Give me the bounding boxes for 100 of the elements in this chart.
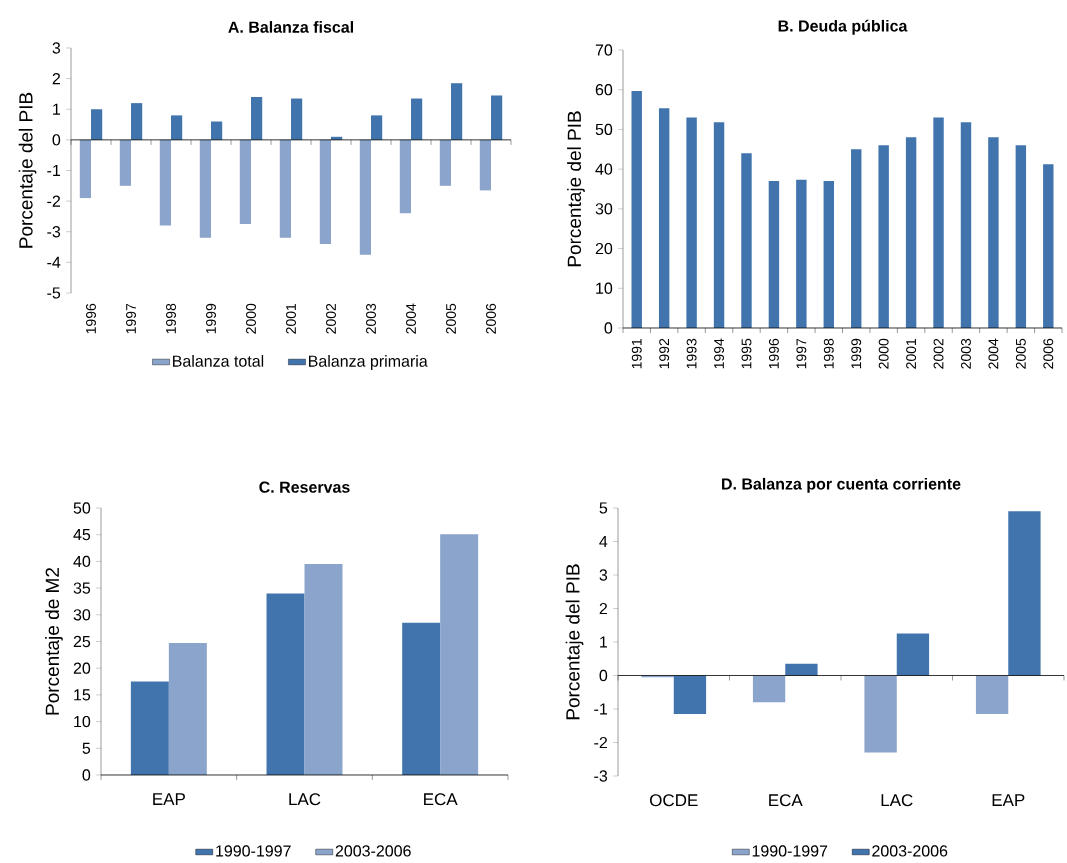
y-axis-title: Porcentaje del PIB	[565, 564, 584, 720]
bar	[905, 137, 917, 329]
bar	[168, 643, 207, 776]
y-tick-label: -3	[47, 226, 61, 238]
y-tick-label: 5	[599, 502, 608, 514]
bar	[975, 675, 1009, 715]
y-tick-label: 0	[604, 322, 613, 334]
x-tick-label: 1992	[659, 339, 670, 369]
bar	[658, 108, 670, 329]
bar	[319, 140, 332, 245]
y-tick-label: 50	[73, 502, 91, 514]
y-tick-label: 5	[82, 742, 91, 755]
bar	[91, 109, 103, 141]
bar	[1043, 164, 1054, 329]
y-tick-label: 0	[599, 669, 608, 682]
bar	[851, 149, 862, 329]
x-tick-label: LAC	[881, 794, 913, 807]
bar	[451, 83, 463, 141]
x-tick-label: 2000	[878, 338, 889, 369]
y-tick-label: 10	[74, 716, 91, 728]
x-tick-label: ECA	[424, 793, 458, 806]
bar	[171, 115, 183, 141]
y-tick-label: 20	[73, 662, 91, 674]
x-tick-label: EAP	[153, 793, 185, 806]
x-tick-label: 2004	[988, 338, 999, 369]
x-tick-label: 2006	[1043, 338, 1054, 369]
legend-label: 2003-2006	[872, 845, 948, 857]
x-tick-label: 2001	[286, 304, 296, 334]
bar	[796, 180, 807, 329]
x-tick-label: 1991	[631, 339, 642, 369]
bar	[686, 117, 697, 329]
chart-title: C. Reservas	[259, 481, 350, 493]
bar	[491, 95, 503, 141]
y-tick-label: 70	[595, 44, 613, 56]
bar	[896, 633, 930, 676]
y-tick-label: -1	[594, 703, 608, 715]
y-tick-label: 40	[595, 163, 613, 175]
x-tick-label: 1998	[823, 338, 834, 369]
bar	[304, 564, 343, 776]
x-tick-label: 1997	[126, 304, 136, 334]
bar	[713, 122, 725, 329]
x-tick-label: 1998	[166, 303, 176, 334]
x-tick-label: 2004	[406, 303, 416, 334]
bar	[823, 181, 834, 329]
bar	[119, 140, 132, 186]
bar	[768, 181, 780, 329]
y-tick-label: -2	[594, 737, 607, 749]
chart-title: D. Balanza por cuenta corriente	[722, 478, 961, 493]
x-tick-label: 1995	[741, 338, 752, 369]
bar	[752, 675, 786, 703]
chart-title: A. Balanza fiscal	[228, 21, 353, 33]
x-tick-label: 2005	[446, 303, 456, 334]
y-tick-label: -2	[47, 195, 60, 207]
x-tick-label: 2002	[933, 339, 944, 369]
x-tick-label: 2000	[246, 303, 256, 334]
x-tick-label: 2002	[326, 304, 336, 334]
bar	[439, 140, 452, 186]
y-axis-title: Porcentaje de M2	[45, 568, 63, 715]
bar	[79, 140, 92, 199]
y-tick-label: 3	[599, 569, 608, 581]
y-tick-label: 40	[73, 555, 91, 568]
y-tick-label: 10	[596, 282, 613, 295]
x-tick-label: 1996	[768, 338, 779, 369]
y-tick-label: 20	[595, 243, 613, 255]
bar	[864, 675, 897, 753]
y-tick-label: -4	[47, 257, 61, 269]
x-tick-label: 2003	[366, 303, 376, 334]
bar	[1008, 511, 1041, 676]
bar	[933, 117, 944, 329]
x-tick-label: LAC	[289, 793, 321, 806]
bar	[159, 140, 172, 226]
bar	[878, 145, 889, 329]
chart-title: B. Deuda pública	[778, 19, 908, 35]
bar	[199, 140, 212, 239]
bar	[411, 98, 423, 141]
bar	[1015, 145, 1027, 329]
x-tick-label: 2001	[906, 339, 917, 369]
x-tick-label: 2005	[1015, 338, 1026, 369]
bar	[239, 140, 252, 225]
bar	[266, 593, 305, 776]
bar	[479, 140, 492, 191]
x-tick-label: 2006	[486, 303, 496, 334]
y-tick-label: 15	[74, 689, 91, 701]
x-tick-label: 1999	[206, 304, 216, 334]
y-tick-label: -5	[47, 287, 61, 299]
bar	[279, 140, 292, 239]
bar	[211, 121, 223, 141]
legend-label: Balanza primaria	[309, 355, 428, 371]
bar	[399, 140, 412, 214]
x-tick-label: 1993	[686, 338, 697, 369]
legend-label: 2003-2006	[335, 845, 411, 857]
x-tick-label: ECA	[769, 794, 803, 807]
y-tick-label: 25	[73, 635, 91, 648]
legend-label: 1990-1997	[752, 845, 828, 857]
x-tick-label: 2003	[961, 338, 971, 369]
x-tick-label: 1997	[796, 339, 807, 369]
y-axis-title: Porcentaje del PIB	[567, 111, 585, 267]
legend-label: 1990-1997	[216, 845, 291, 857]
x-tick-label: 1994	[714, 338, 724, 369]
legend-label: Balanza total	[173, 355, 264, 367]
